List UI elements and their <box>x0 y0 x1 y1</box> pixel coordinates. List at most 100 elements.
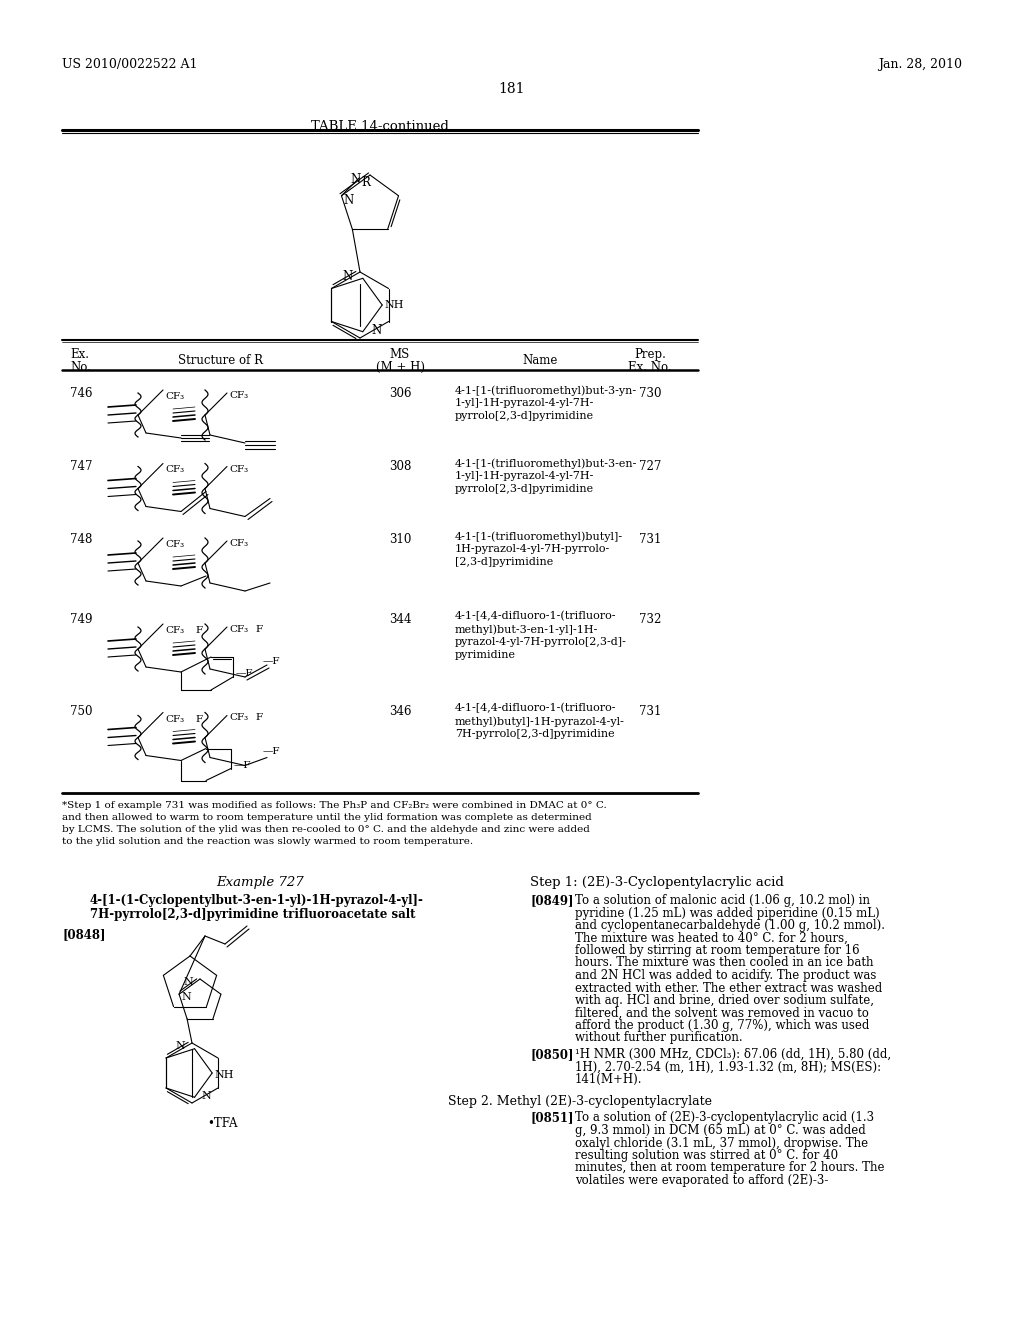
Text: N: N <box>343 194 353 207</box>
Text: 4-1-[4,4-difluoro-1-(trifluoro-: 4-1-[4,4-difluoro-1-(trifluoro- <box>455 611 616 622</box>
Text: filtered, and the solvent was removed in vacuo to: filtered, and the solvent was removed in… <box>575 1006 869 1019</box>
Text: afford the product (1.30 g, 77%), which was used: afford the product (1.30 g, 77%), which … <box>575 1019 869 1032</box>
Text: F: F <box>255 624 262 634</box>
Text: F: F <box>195 714 202 723</box>
Text: Jan. 28, 2010: Jan. 28, 2010 <box>878 58 962 71</box>
Text: CF₃: CF₃ <box>165 466 184 474</box>
Text: to the ylid solution and the reaction was slowly warmed to room temperature.: to the ylid solution and the reaction wa… <box>62 837 473 846</box>
Text: N: N <box>343 271 353 282</box>
Text: 1-yl]-1H-pyrazol-4-yl-7H-: 1-yl]-1H-pyrazol-4-yl-7H- <box>455 399 594 408</box>
Text: methyl)butyl]-1H-pyrazol-4-yl-: methyl)butyl]-1H-pyrazol-4-yl- <box>455 715 625 726</box>
Text: 308: 308 <box>389 459 412 473</box>
Text: oxalyl chloride (3.1 mL, 37 mmol), dropwise. The: oxalyl chloride (3.1 mL, 37 mmol), dropw… <box>575 1137 868 1150</box>
Text: ¹H NMR (300 MHz, CDCl₃): δ7.06 (dd, 1H), 5.80 (dd,: ¹H NMR (300 MHz, CDCl₃): δ7.06 (dd, 1H),… <box>575 1048 891 1061</box>
Text: Ex. No.: Ex. No. <box>628 360 672 374</box>
Text: and cyclopentanecarbaldehyde (1.00 g, 10.2 mmol).: and cyclopentanecarbaldehyde (1.00 g, 10… <box>575 919 885 932</box>
Text: volatiles were evaporated to afford (2E)-3-: volatiles were evaporated to afford (2E)… <box>575 1173 828 1187</box>
Text: TABLE 14-continued: TABLE 14-continued <box>311 120 449 133</box>
Text: 4-1-[1-(trifluoromethyl)but-3-en-: 4-1-[1-(trifluoromethyl)but-3-en- <box>455 458 637 469</box>
Text: [2,3-d]pyrimidine: [2,3-d]pyrimidine <box>455 557 553 568</box>
Text: resulting solution was stirred at 0° C. for 40: resulting solution was stirred at 0° C. … <box>575 1148 838 1162</box>
Text: 306: 306 <box>389 387 412 400</box>
Text: No.: No. <box>70 360 91 374</box>
Text: —F: —F <box>234 760 252 770</box>
Text: *Step 1 of example 731 was modified as follows: The Ph₃P and CF₂Br₂ were combine: *Step 1 of example 731 was modified as f… <box>62 801 607 810</box>
Text: 1-yl]-1H-pyrazol-4-yl-7H-: 1-yl]-1H-pyrazol-4-yl-7H- <box>455 471 594 480</box>
Text: 746: 746 <box>70 387 92 400</box>
Text: CF₃: CF₃ <box>229 714 248 722</box>
Text: 181: 181 <box>499 82 525 96</box>
Text: Step 1: (2E)-3-Cyclopentylacrylic acid: Step 1: (2E)-3-Cyclopentylacrylic acid <box>530 876 784 888</box>
Text: minutes, then at room temperature for 2 hours. The: minutes, then at room temperature for 2 … <box>575 1162 885 1175</box>
Text: [0850]: [0850] <box>530 1048 573 1061</box>
Text: Ex.: Ex. <box>70 348 89 360</box>
Text: 310: 310 <box>389 533 412 546</box>
Text: 1H-pyrazol-4-yl-7H-pyrrolo-: 1H-pyrazol-4-yl-7H-pyrrolo- <box>455 544 610 554</box>
Text: R: R <box>361 176 371 189</box>
Text: NH: NH <box>214 1071 233 1080</box>
Text: CF₃: CF₃ <box>229 391 248 400</box>
Text: 344: 344 <box>389 612 412 626</box>
Text: 750: 750 <box>70 705 92 718</box>
Text: Step 2. Methyl (2E)-3-cyclopentylacrylate: Step 2. Methyl (2E)-3-cyclopentylacrylat… <box>449 1096 712 1109</box>
Text: [0851]: [0851] <box>530 1111 573 1125</box>
Text: N: N <box>175 1041 185 1051</box>
Text: CF₃: CF₃ <box>165 714 184 723</box>
Text: 141(M+H).: 141(M+H). <box>575 1073 642 1086</box>
Text: pyrazol-4-yl-7H-pyrrolo[2,3-d]-: pyrazol-4-yl-7H-pyrrolo[2,3-d]- <box>455 638 627 647</box>
Text: 4-1-[1-(trifluoromethyl)butyl]-: 4-1-[1-(trifluoromethyl)butyl]- <box>455 531 624 541</box>
Text: pyrimidine: pyrimidine <box>455 649 516 660</box>
Text: 346: 346 <box>389 705 412 718</box>
Text: Example 727: Example 727 <box>216 876 304 888</box>
Text: 747: 747 <box>70 459 92 473</box>
Text: CF₃: CF₃ <box>229 624 248 634</box>
Text: N: N <box>181 993 190 1002</box>
Text: Name: Name <box>522 354 558 367</box>
Text: To a solution of malonic acid (1.06 g, 10.2 mol) in: To a solution of malonic acid (1.06 g, 1… <box>575 894 870 907</box>
Text: 730: 730 <box>639 387 662 400</box>
Text: F: F <box>195 626 202 635</box>
Text: CF₃: CF₃ <box>229 465 248 474</box>
Text: N: N <box>351 173 361 186</box>
Text: To a solution of (2E)-3-cyclopentylacrylic acid (1.3: To a solution of (2E)-3-cyclopentylacryl… <box>575 1111 874 1125</box>
Text: 7H-pyrrolo[2,3-d]pyrimidine: 7H-pyrrolo[2,3-d]pyrimidine <box>455 729 614 739</box>
Text: 1H), 2.70-2.54 (m, 1H), 1.93-1.32 (m, 8H); MS(ES):: 1H), 2.70-2.54 (m, 1H), 1.93-1.32 (m, 8H… <box>575 1060 881 1073</box>
Text: 731: 731 <box>639 705 662 718</box>
Text: N: N <box>372 323 382 337</box>
Text: The mixture was heated to 40° C. for 2 hours,: The mixture was heated to 40° C. for 2 h… <box>575 932 848 945</box>
Text: [0849]: [0849] <box>530 894 573 907</box>
Text: 7H-pyrrolo[2,3-d]pyrimidine trifluoroacetate salt: 7H-pyrrolo[2,3-d]pyrimidine trifluoroace… <box>90 908 416 921</box>
Text: Structure of R: Structure of R <box>177 354 262 367</box>
Text: [0848]: [0848] <box>62 928 105 941</box>
Text: •TFA: •TFA <box>207 1117 238 1130</box>
Text: 748: 748 <box>70 533 92 546</box>
Text: by LCMS. The solution of the ylid was then re-cooled to 0° C. and the aldehyde a: by LCMS. The solution of the ylid was th… <box>62 825 590 834</box>
Text: US 2010/0022522 A1: US 2010/0022522 A1 <box>62 58 198 71</box>
Text: pyridine (1.25 mL) was added piperidine (0.15 mL): pyridine (1.25 mL) was added piperidine … <box>575 907 880 920</box>
Text: —F: —F <box>263 747 281 756</box>
Text: —F: —F <box>236 669 254 678</box>
Text: CF₃: CF₃ <box>229 539 248 548</box>
Text: pyrrolo[2,3-d]pyrimidine: pyrrolo[2,3-d]pyrimidine <box>455 484 594 494</box>
Text: CF₃: CF₃ <box>165 626 184 635</box>
Text: CF₃: CF₃ <box>165 540 184 549</box>
Text: and 2N HCl was added to acidify. The product was: and 2N HCl was added to acidify. The pro… <box>575 969 877 982</box>
Text: extracted with ether. The ether extract was washed: extracted with ether. The ether extract … <box>575 982 883 994</box>
Text: NH: NH <box>384 300 403 310</box>
Text: N: N <box>183 977 193 987</box>
Text: followed by stirring at room temperature for 16: followed by stirring at room temperature… <box>575 944 859 957</box>
Text: 4-1-[1-(trifluoromethyl)but-3-yn-: 4-1-[1-(trifluoromethyl)but-3-yn- <box>455 385 637 396</box>
Text: MS: MS <box>390 348 411 360</box>
Text: 731: 731 <box>639 533 662 546</box>
Text: Prep.: Prep. <box>634 348 666 360</box>
Text: 749: 749 <box>70 612 92 626</box>
Text: N: N <box>201 1092 211 1101</box>
Text: and then allowed to warm to room temperature until the ylid formation was comple: and then allowed to warm to room tempera… <box>62 813 592 822</box>
Text: pyrrolo[2,3-d]pyrimidine: pyrrolo[2,3-d]pyrimidine <box>455 411 594 421</box>
Text: without further purification.: without further purification. <box>575 1031 742 1044</box>
Text: with aq. HCl and brine, dried over sodium sulfate,: with aq. HCl and brine, dried over sodiu… <box>575 994 874 1007</box>
Text: methyl)but-3-en-1-yl]-1H-: methyl)but-3-en-1-yl]-1H- <box>455 624 598 635</box>
Text: 732: 732 <box>639 612 662 626</box>
Text: 4-1-[4,4-difluoro-1-(trifluoro-: 4-1-[4,4-difluoro-1-(trifluoro- <box>455 704 616 713</box>
Text: 4-[1-(1-Cyclopentylbut-3-en-1-yl)-1H-pyrazol-4-yl]-: 4-[1-(1-Cyclopentylbut-3-en-1-yl)-1H-pyr… <box>90 894 424 907</box>
